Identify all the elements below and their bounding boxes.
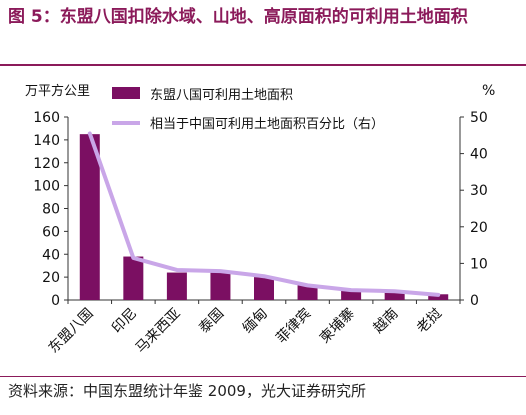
left-axis-unit-label: 万平方公里 — [25, 83, 90, 99]
bar-8 — [384, 291, 405, 300]
bar-2 — [123, 256, 144, 300]
left-tick-label: 20 — [42, 270, 60, 286]
category-label: 老挝 — [414, 306, 445, 337]
category-label: 柬埔寨 — [316, 305, 358, 347]
bar-9 — [428, 294, 449, 300]
bar-7 — [341, 290, 362, 300]
left-tick-label: 0 — [51, 293, 60, 309]
left-tick-label: 100 — [33, 179, 60, 195]
bar-1 — [79, 134, 100, 300]
right-tick-label: 20 — [470, 220, 488, 236]
bar-5 — [254, 277, 274, 300]
right-tick-label: 0 — [470, 293, 479, 309]
source-note: 资料来源：中国东盟统计年鉴 2009，光大证券研究所 — [8, 382, 366, 400]
left-tick-label: 140 — [33, 133, 60, 149]
figure-title: 图 5：东盟八国扣除水域、山地、高原面积的可利用土地面积 — [8, 7, 468, 27]
left-tick-label: 80 — [42, 202, 60, 218]
right-axis-unit-label: % — [482, 83, 495, 99]
category-label: 印尼 — [109, 306, 140, 337]
left-tick-label: 40 — [42, 247, 60, 263]
right-tick-label: 40 — [470, 147, 488, 163]
category-label: 马来西亚 — [133, 306, 184, 357]
category-label: 菲律宾 — [273, 306, 314, 347]
bars — [79, 134, 449, 300]
left-tick-label: 120 — [33, 156, 60, 172]
left-tick-label: 160 — [33, 110, 60, 126]
right-tick-label: 10 — [470, 256, 488, 272]
right-tick-label: 50 — [470, 110, 488, 126]
right-tick-label: 30 — [470, 183, 488, 199]
source-divider — [0, 376, 526, 377]
line-series — [87, 131, 441, 297]
category-label: 泰国 — [196, 306, 227, 337]
legend-line-label: 相当于中国可利用土地面积百分比（右） — [150, 117, 384, 132]
bar-4 — [210, 272, 231, 300]
left-tick-label: 60 — [42, 224, 60, 240]
title-divider — [0, 64, 526, 66]
category-label: 缅甸 — [240, 306, 271, 337]
legend-bar-label: 东盟八国可利用土地面积 — [150, 88, 293, 103]
category-label: 东盟八国 — [46, 306, 97, 357]
category-label: 越南 — [370, 306, 401, 337]
legend-bar-swatch — [112, 87, 140, 99]
bar-6 — [297, 285, 318, 300]
bar-3 — [166, 272, 187, 300]
percentage-line — [87, 131, 441, 297]
